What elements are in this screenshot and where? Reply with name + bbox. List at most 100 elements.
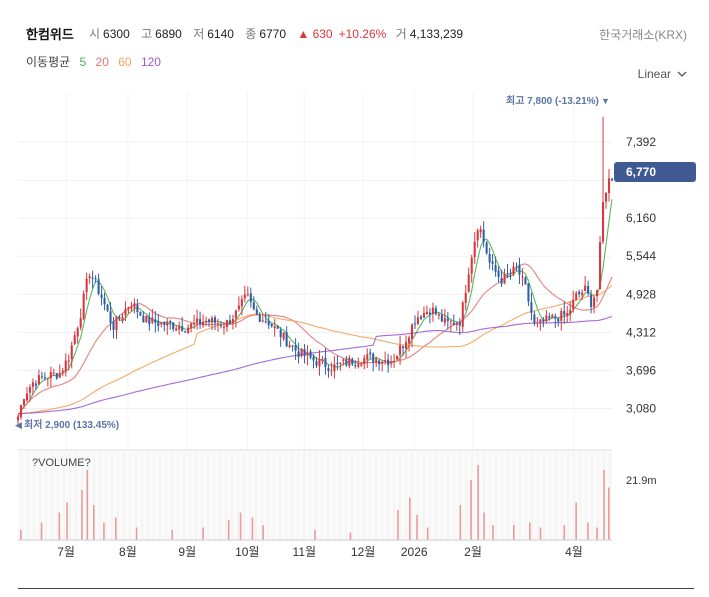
candle-body [581,292,584,296]
candle-body [563,310,566,315]
candle-body [225,320,228,328]
candle-body [566,312,569,317]
candle-body [596,290,599,297]
candle-body [473,241,476,258]
last-price-tag: 6,770 [614,162,696,182]
candle-body [31,382,34,387]
candle-body [49,371,52,379]
candle-body [428,312,431,315]
candle-body [300,348,303,357]
candle-body [160,322,163,325]
volume-bar [115,517,117,540]
candle-body [258,314,261,323]
time-tick-label: 7월 [57,545,75,559]
candle-body [100,294,103,298]
volume-bar [251,517,254,540]
volume-title: ?VOLUME? [32,457,91,469]
candle-body [94,278,97,280]
ma-120[interactable]: 120 [140,55,161,69]
candle-body [339,362,342,364]
volume-bar [416,515,418,540]
scale-dropdown[interactable]: Linear [638,67,687,81]
candle-body [443,318,446,323]
ma-5[interactable]: 5 [79,55,87,69]
volume-bar [19,530,22,540]
candle-body [509,273,512,275]
bottom-divider [18,588,694,589]
candle-body [396,355,399,360]
candle-body [309,351,312,358]
candle-body [416,317,420,325]
time-tick-label: 2월 [464,545,482,559]
candle-body [52,372,55,374]
candle-body [166,321,169,326]
candle-body [470,257,473,274]
volume-bar [477,465,479,540]
candle-body [255,309,258,315]
candle-body [351,358,354,365]
candle-body [288,345,291,348]
candle-body [190,323,193,329]
candle-body [584,285,587,292]
candle-body [381,362,384,364]
candle-body [219,324,223,326]
candle-body [237,305,240,310]
volume-bar [171,530,174,540]
change-percent: +10.26% [338,27,387,41]
volume-bars [19,465,610,540]
candle-body [333,364,336,372]
candle-body [264,321,267,323]
candle-body [216,323,220,325]
last-price-tag-bg [614,162,696,182]
candle-body [61,370,64,373]
candle-body [73,335,76,345]
candle-body [497,270,500,277]
candle-body [64,360,67,372]
candle-body [184,331,187,333]
candle-body [449,321,452,323]
ma-20[interactable]: 20 [95,55,109,69]
candle-body [360,364,363,366]
volume-value: 4,133,239 [409,27,464,41]
candle-body [440,314,443,322]
candle-body [231,319,234,323]
candle-body [315,361,318,366]
volume-axis-tick: 21.9m [626,475,657,487]
candle-body [387,359,390,366]
candle-body [599,241,602,290]
candle-body [34,383,37,386]
candle-body [437,314,440,316]
time-tick-label: 2026 [401,545,428,559]
time-tick-label: 12월 [351,545,375,559]
candle-body [348,357,351,366]
candle-body [524,277,527,285]
candle-body [482,229,485,242]
min-marker-icon: ◀ [15,420,22,430]
volume-bar [58,512,61,540]
volume-bar [86,470,89,540]
candle-body [249,293,252,302]
candle-body [476,230,479,241]
candle-body [446,318,449,321]
volume-bar [603,470,605,540]
ma-60[interactable]: 60 [118,55,132,69]
candle-body [413,323,417,325]
candle-body [602,202,605,242]
candle-body [485,242,488,254]
candle-body [327,368,330,371]
candle-body [246,294,249,296]
candle-body [530,302,533,313]
candle-body [285,332,288,347]
time-tick-label: 4월 [565,545,583,559]
ma-20-line [17,263,613,417]
candle-body [506,273,509,275]
volume-bar [397,510,399,540]
moving-average-legend[interactable]: 이동평균 5 20 60 120 [26,53,167,70]
candle-body [181,326,184,331]
candle-body [306,352,309,356]
candle-body [28,387,31,393]
candle-body [494,265,497,272]
candle-body [419,316,423,319]
candle-body [163,321,166,326]
